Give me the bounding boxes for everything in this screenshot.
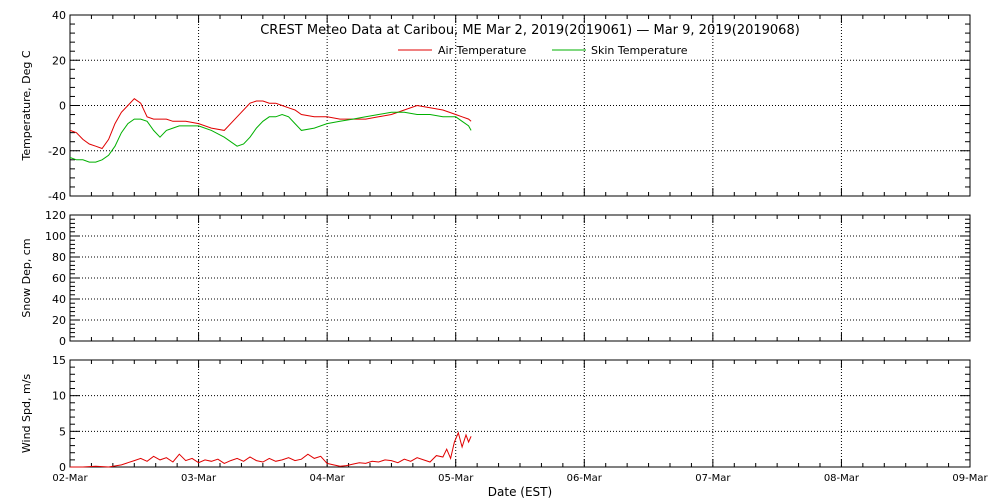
temperature-panel: -40 -20 0 20 40 Temperature, Deg C: [20, 9, 971, 203]
snow-depth-panel: 0 20 40 60 80 100 120 Snow Dep, cm: [20, 209, 971, 348]
snow-depth-ytick-label: 60: [52, 272, 66, 285]
x-tick-label: 05-Mar: [438, 473, 474, 484]
x-tick-label: 06-Mar: [567, 473, 603, 484]
snow-depth-ytick-label: 80: [52, 251, 66, 264]
wind-speed-ytick-label: 5: [59, 425, 66, 438]
x-tick-label: 09-Mar: [952, 473, 988, 484]
temperature-ytick-label: 40: [52, 9, 66, 22]
temperature-ytick-label: 20: [52, 54, 66, 67]
date-axis: 02-Mar 03-Mar 04-Mar 05-Mar 06-Mar 07-Mar 08-M…: [52, 473, 988, 484]
snow-depth-ytick-label: 0: [59, 335, 66, 348]
temperature-series-skin-temperature: [69, 111, 472, 163]
snow-depth-y-axis-label: Snow Dep, cm: [20, 238, 33, 317]
temperature-frame: [69, 14, 971, 197]
wind-speed-frame: [69, 359, 971, 468]
legend-air-label: Air Temperature: [438, 44, 527, 57]
temperature-ytick-label: 0: [59, 100, 66, 113]
wind-speed-ytick-label: 0: [59, 461, 66, 474]
x-axis-label: Date (EST): [488, 485, 552, 499]
temperature-ytick-label: -40: [48, 190, 66, 203]
wind-speed-panel: 0 5 10 15 Wind Spd, m/s: [20, 354, 971, 474]
wind-speed-y-axis-label: Wind Spd, m/s: [20, 374, 33, 454]
legend-skin-label: Skin Temperature: [591, 44, 688, 57]
x-tick-label: 04-Mar: [310, 473, 346, 484]
temperature-series-air-temperature: [69, 98, 472, 150]
x-tick-label: 07-Mar: [695, 473, 731, 484]
temperature-ytick-label: -20: [48, 145, 66, 158]
legend: Air Temperature Skin Temperature: [398, 44, 688, 57]
x-tick-label: 03-Mar: [181, 473, 217, 484]
snow-depth-ytick-label: 100: [45, 230, 66, 243]
snow-depth-ytick-label: 40: [52, 293, 66, 306]
temperature-y-axis-label: Temperature, Deg C: [20, 50, 33, 161]
chart-title: CREST Meteo Data at Caribou, ME Mar 2, 2…: [260, 23, 800, 38]
wind-speed-ytick-label: 10: [52, 390, 66, 403]
snow-depth-ytick-label: 20: [52, 314, 66, 327]
wind-speed-series-0: [70, 431, 472, 468]
snow-depth-ytick-label: 120: [45, 209, 66, 222]
x-tick-label: 08-Mar: [824, 473, 860, 484]
snow-depth-frame: [69, 214, 971, 342]
wind-speed-ytick-label: 15: [52, 354, 66, 367]
x-tick-label: 02-Mar: [52, 473, 88, 484]
